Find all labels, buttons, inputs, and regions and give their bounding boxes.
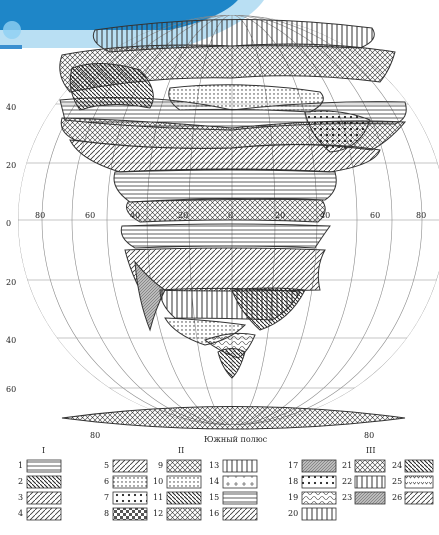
legend-item-number: 20 [288,509,298,518]
legend-item-number: 6 [104,477,109,486]
legend-swatch [354,459,386,473]
legend-swatch [112,491,148,505]
legend-item-number: 22 [342,477,352,486]
legend-item-number: 8 [104,509,109,518]
legend-item-number: 21 [342,461,352,470]
pole-label: 80 [90,431,100,440]
lat-label: 20 [6,278,16,287]
lon-label: 80 [416,211,426,220]
legend-swatch [166,475,202,489]
pole-caption: Южный полюс [204,435,268,444]
lon-label: 60 [370,211,380,220]
legend-item-number: 5 [104,461,109,470]
legend-item-number: 24 [392,461,402,470]
legend-item-number: 23 [342,493,352,502]
legend-item-number: 7 [104,493,109,502]
legend-swatch [222,491,258,505]
legend-swatch [301,475,337,489]
legend-swatch [222,475,258,489]
legend-item-number: 9 [158,461,163,470]
legend-item-number: 17 [288,461,298,470]
legend-swatch [354,475,386,489]
lat-label: 40 [6,103,16,112]
legend-swatch [26,459,62,473]
legend-item-number: 4 [18,509,23,518]
legend-swatch [354,491,386,505]
legend-item-number: 12 [153,509,163,518]
legend-group-label: II [178,446,184,455]
lat-label: 20 [6,161,16,170]
lon-label: 20 [275,211,285,220]
legend-swatch [301,491,337,505]
legend-swatch [112,459,148,473]
legend-group-label: III [366,446,375,455]
legend-swatch [26,491,62,505]
zone-south-c [231,287,306,331]
zones [59,18,407,430]
legend-swatch [301,459,337,473]
lon-label: 0 [228,211,233,220]
legend-item-number: 3 [18,493,23,502]
zone-antarctic [61,406,406,430]
legend-item-number: 14 [209,477,219,486]
zone-subtrop-n [113,168,337,203]
legend-swatch [112,475,148,489]
legend-item-number: 10 [153,477,163,486]
legend-swatch [404,475,434,489]
legend-swatch [166,507,202,521]
zone-equator-n [126,198,326,223]
legend-item-number: 16 [209,509,219,518]
legend-item-number: 2 [18,477,23,486]
legend-group-label: I [42,446,45,455]
legend-item-number: 13 [209,461,219,470]
legend-swatch [26,475,62,489]
lon-label: 40 [130,211,140,220]
legend-item-number: 26 [392,493,402,502]
lon-label: 60 [85,211,95,220]
legend-swatch [404,459,434,473]
zone-equator-s [120,223,331,249]
legend-swatch [222,507,258,521]
zone-north-f [304,110,371,153]
legend-swatch [166,491,202,505]
lon-label: 40 [320,211,330,220]
legend: I II III 1 2 3 4 5 6 7 8 9 10 11 12 13 1… [18,446,434,521]
latitude-labels: 40 20 0 20 40 60 [6,103,16,394]
legend-item-number: 15 [209,493,219,502]
legend-swatch [26,507,62,521]
legend-swatch [222,459,258,473]
legend-item-number: 11 [153,493,163,502]
lat-label: 40 [6,336,16,345]
legend-item-number: 1 [18,461,23,470]
legend-swatch [301,507,337,521]
legend-swatch [404,491,434,505]
equator-labels: 80 60 40 20 0 20 40 60 80 [35,211,426,220]
pole-label: 80 [364,431,374,440]
legend-swatch [166,459,202,473]
lon-label: 20 [178,211,188,220]
legend-item-number: 18 [288,477,298,486]
lat-label: 60 [6,385,16,394]
zone-tip [217,348,246,379]
legend-swatch [112,507,148,521]
legend-item-number: 25 [392,477,402,486]
legend-item-number: 19 [288,493,298,502]
lon-label: 80 [35,211,45,220]
lat-label: 0 [6,219,11,228]
zone-south-a [134,260,166,332]
